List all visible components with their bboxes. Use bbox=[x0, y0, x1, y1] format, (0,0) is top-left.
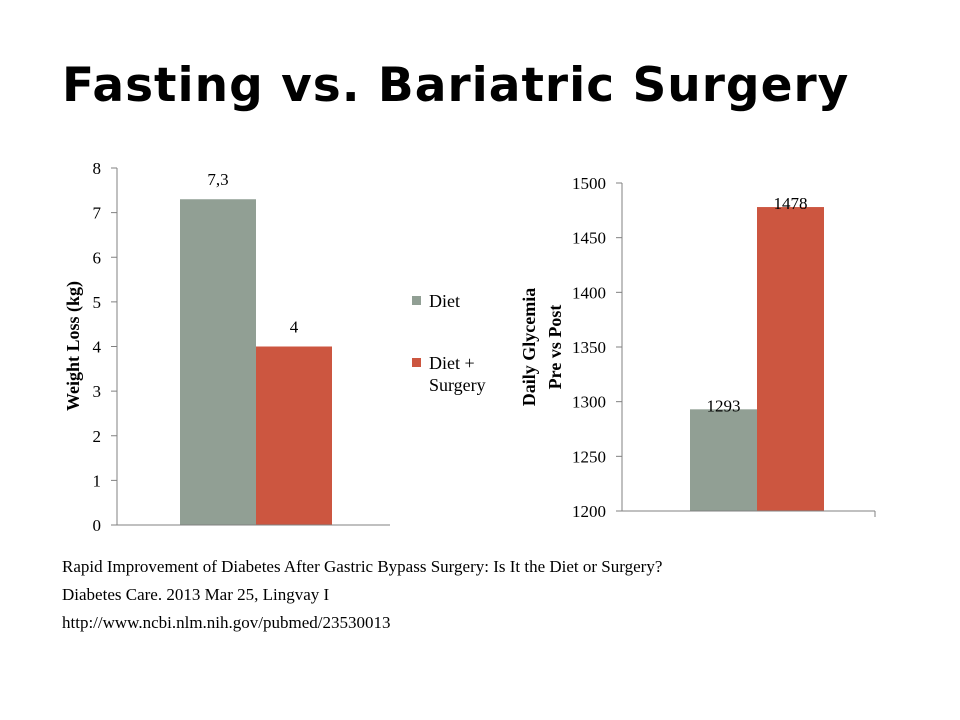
chart1-y-ticks: 0 1 2 3 4 5 6 7 8 bbox=[93, 159, 117, 535]
chart1-bar-1 bbox=[180, 199, 256, 526]
chart1-data-label-1: 7,3 bbox=[207, 170, 228, 189]
legend-label-diet-surgery: Diet + Surgery bbox=[429, 353, 486, 395]
chart1-tick-label: 7 bbox=[93, 204, 102, 223]
chart2-y-axis-label-line2: Pre vs Post bbox=[545, 305, 565, 390]
slide-title: Fasting vs. Bariatric Surgery bbox=[62, 58, 850, 113]
legend-label-diet: Diet bbox=[429, 291, 460, 311]
legend-swatch-diet bbox=[412, 296, 421, 305]
chart1-data-label-2: 4 bbox=[290, 318, 299, 337]
chart2-y-ticks: 1200 1250 1300 1350 1400 1450 1500 bbox=[572, 174, 622, 521]
chart1-legend: Diet Diet + Surgery bbox=[412, 291, 486, 395]
chart2-data-label-2: 1478 bbox=[774, 194, 808, 213]
chart2-tick-label: 1500 bbox=[572, 174, 606, 193]
chart1-tick-label: 5 bbox=[93, 293, 102, 312]
chart1-tick-label: 2 bbox=[93, 427, 102, 446]
chart1-tick-label: 6 bbox=[93, 248, 102, 267]
chart2-bar-2 bbox=[757, 207, 824, 511]
chart2-tick-label: 1250 bbox=[572, 447, 606, 466]
chart2-tick-label: 1300 bbox=[572, 393, 606, 412]
chart1-tick-label: 4 bbox=[93, 338, 102, 357]
chart2-tick-label: 1200 bbox=[572, 502, 606, 521]
citation-url[interactable]: http://www.ncbi.nlm.nih.gov/pubmed/23530… bbox=[62, 613, 391, 632]
chart1-bar-2 bbox=[256, 346, 332, 525]
chart1-y-axis-label: Weight Loss (kg) bbox=[63, 281, 84, 411]
chart2-tick-label: 1400 bbox=[572, 283, 606, 302]
glycemia-chart: Daily Glycemia Pre vs Post 1200125013001… bbox=[519, 174, 876, 521]
legend-swatch-diet-surgery bbox=[412, 358, 421, 367]
chart2-bar-1 bbox=[690, 409, 757, 511]
chart2-tick-label: 1450 bbox=[572, 229, 606, 248]
chart1-tick-label: 3 bbox=[93, 382, 102, 401]
citation-title: Rapid Improvement of Diabetes After Gast… bbox=[62, 557, 663, 576]
chart2-bars: 1293 1478 bbox=[690, 194, 824, 511]
chart2-y-axis-label-line1: Daily Glycemia bbox=[519, 288, 539, 406]
chart1-tick-label: 1 bbox=[93, 471, 102, 490]
citation-journal: Diabetes Care. 2013 Mar 25, Lingvay I bbox=[62, 585, 330, 604]
chart2-data-label-1: 1293 bbox=[707, 396, 741, 415]
chart2-tick-label: 1350 bbox=[572, 338, 606, 357]
chart1-tick-label: 0 bbox=[93, 516, 102, 535]
chart1-bars: 7,34 bbox=[180, 170, 332, 526]
chart1-tick-label: 8 bbox=[93, 159, 102, 178]
citation: Rapid Improvement of Diabetes After Gast… bbox=[62, 553, 662, 637]
